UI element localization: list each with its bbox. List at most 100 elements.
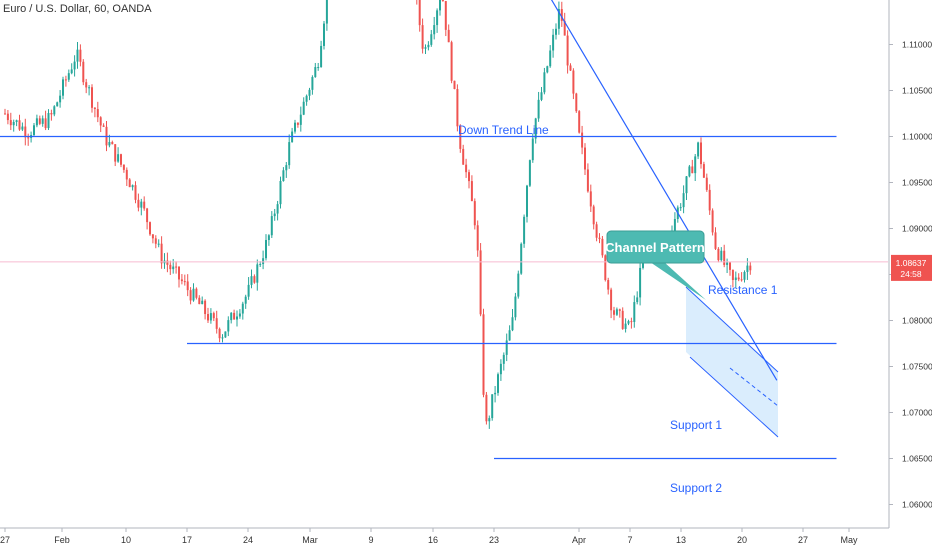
candle-body [476,225,479,251]
candle-body [9,120,12,126]
candle-body [497,374,499,393]
candle-body [59,95,62,103]
candle-body [621,310,624,329]
candle-body [259,264,262,266]
candle-body [502,354,505,364]
candle-body [131,185,134,188]
candle-body [265,240,267,259]
candle-body [151,234,154,239]
candle-body [470,181,473,202]
candle-body [482,314,485,395]
candle-body [488,418,491,422]
candle-body [679,207,682,209]
candle-body [511,317,514,331]
candle-body [85,82,88,88]
callout-text: Channel Pattern [605,240,705,255]
candle-body [166,260,169,265]
candle-body [528,160,531,186]
candle-body [288,142,291,166]
candle-body [172,266,175,270]
candle-body [125,169,128,180]
candle-body [24,126,27,138]
channel-upper-line [685,286,779,373]
candle-body [114,144,117,162]
candle-body [56,102,59,107]
callout-box[interactable] [606,230,705,264]
candle-body [433,25,436,35]
candle-body [711,210,714,233]
down-trend-line[interactable] [371,0,778,381]
candle-body [598,237,601,239]
candle-body [499,363,502,375]
candle-body [143,201,146,209]
candle-body [731,269,734,281]
candle-body [624,323,627,329]
candle-body [615,309,618,315]
candle-body [714,232,717,249]
candle-body [128,179,131,188]
candle-body [688,166,691,177]
candle-body [424,47,427,49]
y-tick-label: 1.10000 [902,132,932,142]
candle-body [212,313,215,319]
x-tick-label: Mar [302,535,318,545]
candle-body [279,180,282,205]
x-tick-label: 10 [121,535,131,545]
candle-body [708,189,711,211]
candle-body [485,394,488,422]
support-1-label: Support 1 [670,418,722,432]
candle-body [618,309,621,311]
candle-body [450,42,453,81]
candle-body [27,137,30,139]
candle-body [697,142,700,157]
candle-body [639,267,642,298]
candle-body [473,201,476,226]
candle-body [62,79,64,96]
x-tick-label: 27 [798,535,808,545]
candle-body [581,132,584,148]
candle-body [325,0,328,24]
candle-body [717,248,720,261]
x-axis-panel [0,528,932,550]
candle-body [702,164,705,178]
candle-body [633,302,636,322]
candle-body [465,164,468,173]
candle-body [578,111,581,133]
candle-body [227,320,230,332]
candle-body [70,69,73,74]
candle-body [441,0,444,2]
candle-body [146,208,149,223]
candle-body [50,113,53,115]
candle-body [122,164,125,170]
candle-body [99,117,102,126]
y-tick-label: 1.09500 [902,178,932,188]
candle-body [311,77,314,90]
candle-body [15,120,18,122]
callout-pointer [650,262,706,300]
candle-body [526,185,528,217]
candle-body [267,235,270,241]
candle-body [595,224,598,238]
candle-body [224,331,227,338]
candle-body [47,113,50,129]
candle-body [610,289,613,311]
candle-body [589,191,592,207]
candle-body [560,9,563,21]
y-tick-label: 1.08000 [902,316,932,326]
candle-body [91,87,93,108]
candle-body [746,265,749,272]
x-tick-label: 9 [368,535,373,545]
candle-body [189,290,192,301]
channel-lower-line [689,356,779,438]
candle-body [73,61,76,70]
candle-body [537,99,540,119]
x-tick-label: 27 [0,535,10,545]
candle-body [238,313,241,317]
candle-body [296,122,299,125]
candle-body [18,120,21,130]
candle-body [723,250,726,265]
candle-body [204,300,207,315]
candle-body [294,122,296,132]
